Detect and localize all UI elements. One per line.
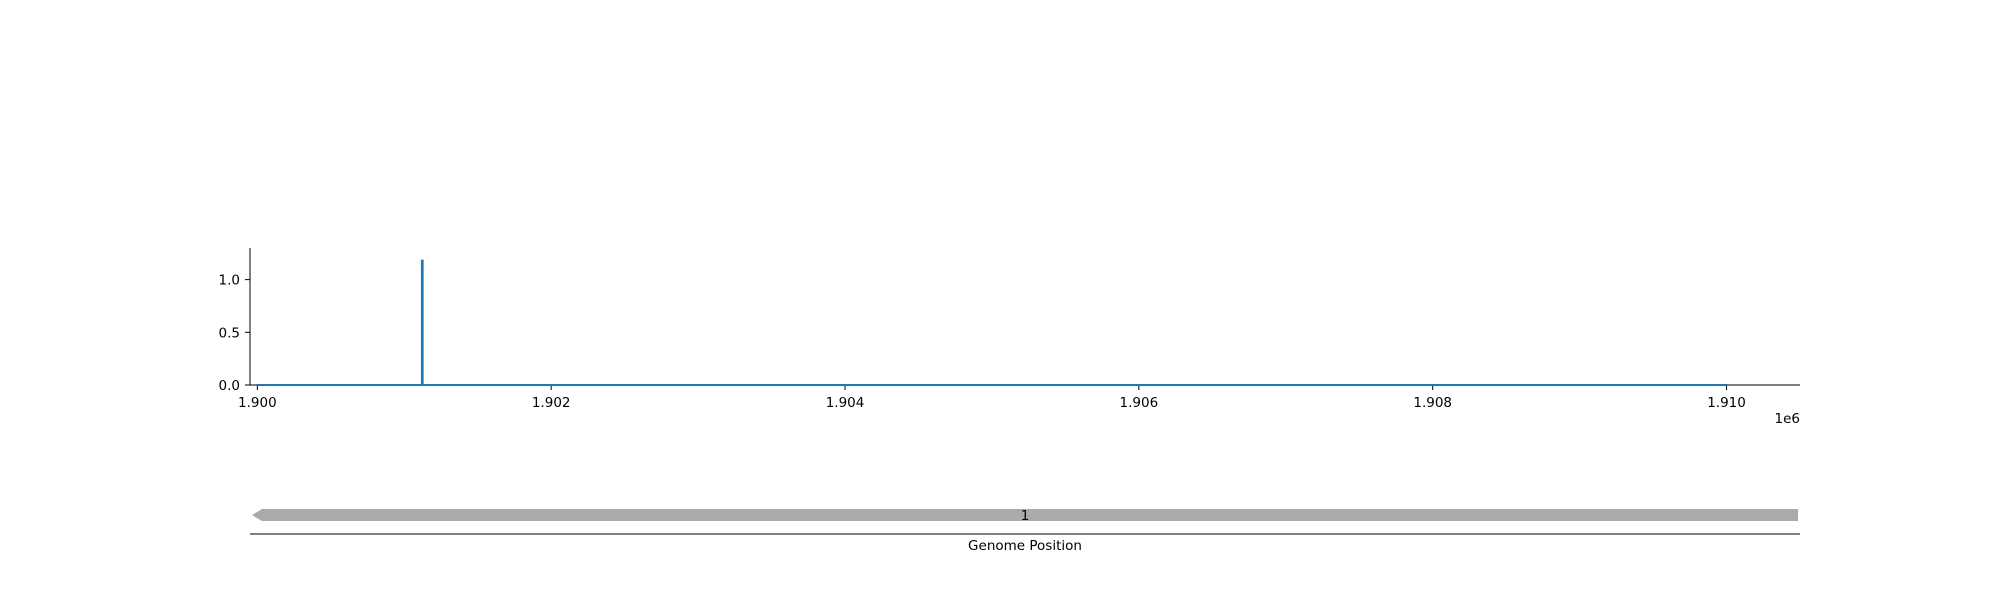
y-tick-label: 0.5 <box>219 325 240 341</box>
series-layer <box>257 259 1727 386</box>
x-tick-label: 1.910 <box>1707 395 1746 411</box>
x-axis-ticks: 1.900 1.902 1.904 1.906 1.908 1.910 <box>238 385 1746 411</box>
x-tick-label: 1.902 <box>532 395 571 411</box>
coverage-series-line <box>257 259 1727 386</box>
x-tick-label: 1.900 <box>238 395 277 411</box>
x-axis-offset-label: 1e6 <box>1775 411 1800 427</box>
gene-feature-arrow <box>252 509 1798 521</box>
gene-feature-label: 1 <box>1021 508 1030 524</box>
x-tick-label: 1.908 <box>1413 395 1452 411</box>
x-axis-label: Genome Position <box>968 538 1082 554</box>
gene-track: 1 <box>250 508 1800 535</box>
y-axis-ticks: 0.0 0.5 1.0 <box>219 273 250 394</box>
coverage-plot-area <box>249 248 1800 386</box>
y-tick-label: 0.0 <box>219 378 240 394</box>
x-tick-label: 1.906 <box>1120 395 1159 411</box>
y-tick-label: 1.0 <box>219 273 240 289</box>
x-tick-label: 1.904 <box>826 395 865 411</box>
